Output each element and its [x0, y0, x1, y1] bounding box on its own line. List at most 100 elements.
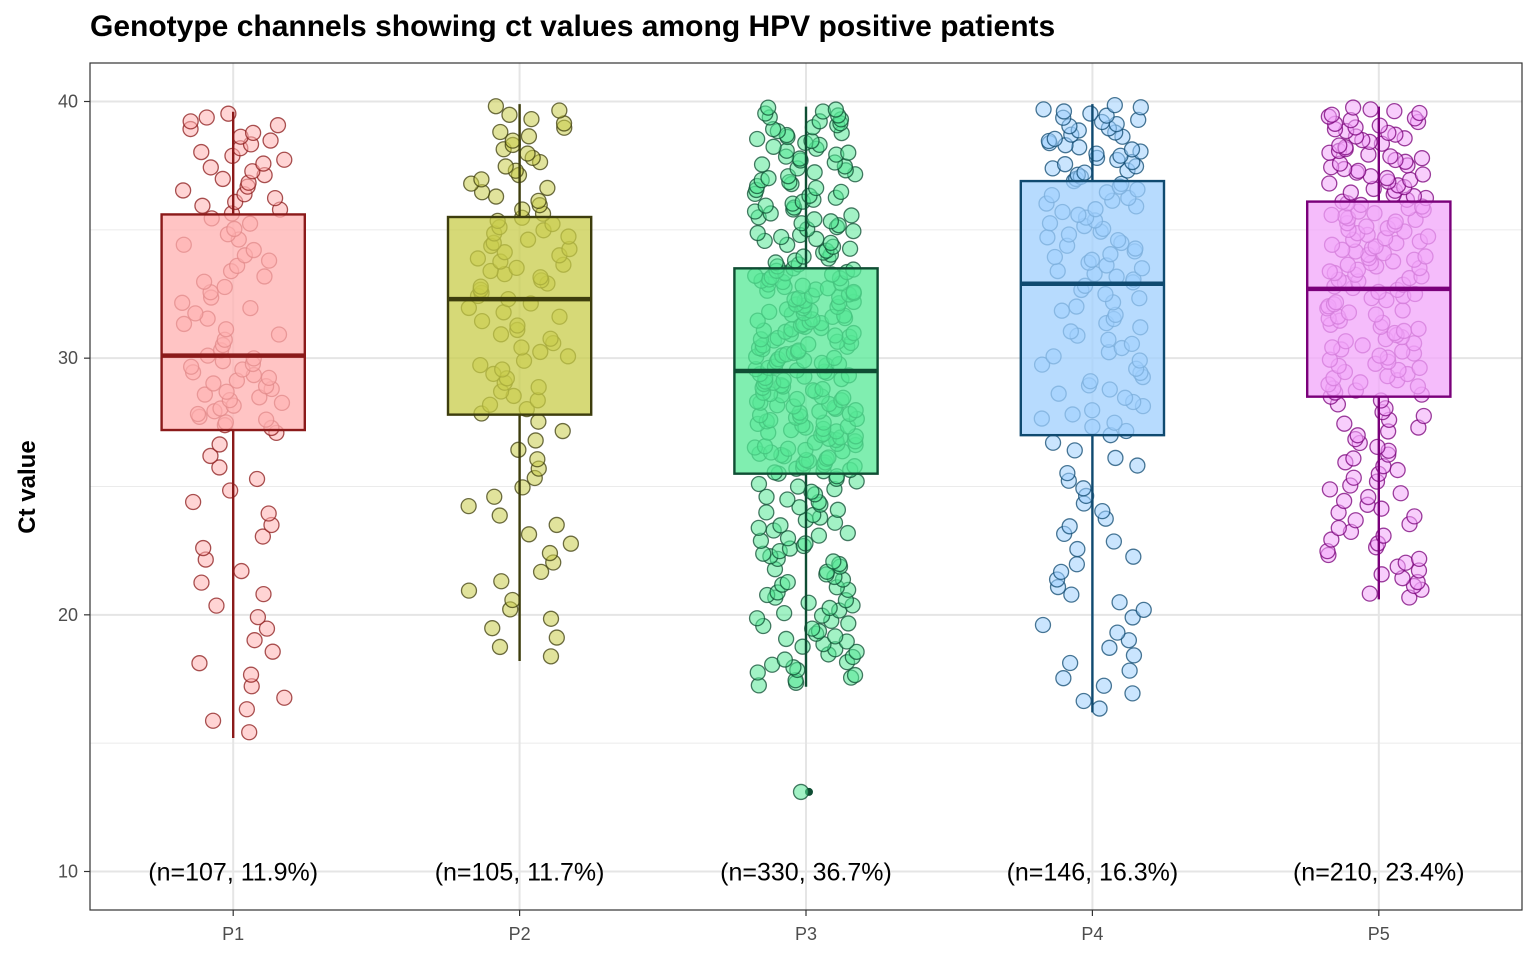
jitter-point	[532, 563, 550, 581]
jitter-point	[1406, 508, 1423, 525]
jitter-point	[1414, 166, 1432, 183]
jitter-point	[1109, 624, 1126, 641]
jitter-point	[810, 527, 828, 544]
jitter-point	[460, 582, 478, 599]
jitter-point	[262, 132, 279, 149]
jitter-point	[211, 436, 228, 453]
jitter-point	[548, 629, 565, 646]
x-tick-label: P5	[1368, 924, 1390, 944]
jitter-point	[276, 151, 293, 168]
jitter-point	[195, 539, 212, 557]
jitter-point	[1360, 488, 1377, 506]
jitter-point	[530, 192, 547, 210]
jitter-point	[510, 441, 527, 458]
jitter-point	[1063, 586, 1080, 603]
jitter-point	[497, 158, 514, 175]
jitter-point	[1335, 492, 1353, 510]
jitter-point	[832, 183, 850, 201]
y-tick-label: 30	[58, 348, 78, 368]
jitter-point	[255, 155, 272, 172]
x-tick-label: P3	[795, 924, 817, 944]
jitter-point	[244, 163, 261, 180]
jitter-point	[523, 110, 540, 128]
jitter-point	[822, 213, 840, 230]
jitter-point	[1397, 554, 1414, 571]
jitter-point	[1413, 150, 1431, 167]
y-axis-label: Ct value	[14, 440, 41, 533]
jitter-point	[1052, 563, 1070, 581]
jitter-point	[757, 197, 774, 214]
count-annotations: (n=107, 11.9%) (n=105, 11.7%) (n=330, 36.7…	[148, 859, 1464, 887]
jitter-point	[843, 207, 860, 224]
jitter-point	[795, 248, 812, 265]
jitter-point	[1068, 556, 1086, 573]
count-annotation: (n=146, 16.3%)	[1007, 859, 1179, 887]
jitter-point	[191, 655, 208, 672]
jitter-point	[194, 197, 211, 214]
jitter-point	[264, 643, 281, 660]
jitter-point	[806, 211, 823, 228]
count-annotation: (n=105, 11.7%)	[435, 859, 605, 887]
y-tick-label: 10	[58, 862, 78, 882]
boxes	[160, 104, 1452, 739]
jitter-point	[1075, 692, 1092, 710]
jitter-point	[1342, 184, 1359, 201]
jitter-point	[846, 666, 864, 684]
jitter-point	[1382, 148, 1399, 165]
jitter-point	[825, 553, 842, 570]
jitter-point	[529, 451, 546, 468]
jitter-point	[184, 493, 202, 511]
jitter-point	[242, 666, 260, 683]
jitter-point	[750, 475, 768, 493]
jitter-point	[1046, 130, 1063, 148]
jitter-point	[1378, 169, 1396, 187]
jitter-point	[827, 628, 844, 645]
jitter-point	[840, 144, 857, 161]
jitter-point	[1369, 438, 1386, 456]
jitter-point	[562, 535, 580, 552]
jitter-point	[1330, 519, 1347, 537]
jitter-point	[260, 505, 277, 522]
jitter-point	[748, 610, 766, 627]
jitter-point	[804, 620, 821, 637]
jitter-point	[760, 170, 777, 187]
jitter-point	[753, 156, 771, 173]
jitter-point	[246, 632, 263, 649]
jitter-point	[1056, 156, 1074, 173]
jitter-point	[211, 459, 228, 476]
jitter-point	[776, 651, 793, 668]
jitter-point	[504, 591, 521, 609]
jitter-point	[193, 143, 210, 161]
box-P5	[1305, 200, 1452, 398]
jitter-point	[749, 224, 766, 242]
jitter-point	[777, 630, 795, 648]
jitter-point	[1132, 99, 1149, 116]
jitter-point	[269, 117, 287, 134]
jitter-point	[1336, 415, 1353, 432]
jitter-point	[760, 99, 777, 116]
jitter-point	[1331, 137, 1348, 154]
jitter-point	[248, 470, 266, 488]
jitter-point	[1101, 639, 1118, 656]
x-tick-label: P2	[509, 924, 531, 944]
jitter-point	[1055, 670, 1072, 687]
jitter-point	[822, 234, 839, 252]
jitter-point	[249, 608, 267, 626]
jitter-point	[779, 573, 796, 591]
jitter-point	[748, 130, 766, 148]
jitter-point	[202, 159, 219, 176]
jitter-point	[276, 689, 293, 706]
jitter-point	[530, 413, 547, 430]
jitter-point	[1044, 434, 1062, 451]
jitter-point	[202, 447, 219, 465]
jitter-point	[1061, 518, 1078, 535]
jitter-point	[514, 201, 531, 218]
x-tick-label: P1	[222, 924, 244, 944]
jitter-point	[1075, 480, 1092, 497]
jitter-point	[1105, 533, 1123, 550]
jitter-point	[554, 422, 571, 440]
jitter-point	[491, 507, 508, 524]
jitter-point	[829, 501, 847, 518]
jitter-point	[1124, 685, 1141, 702]
jitter-point	[749, 664, 766, 681]
